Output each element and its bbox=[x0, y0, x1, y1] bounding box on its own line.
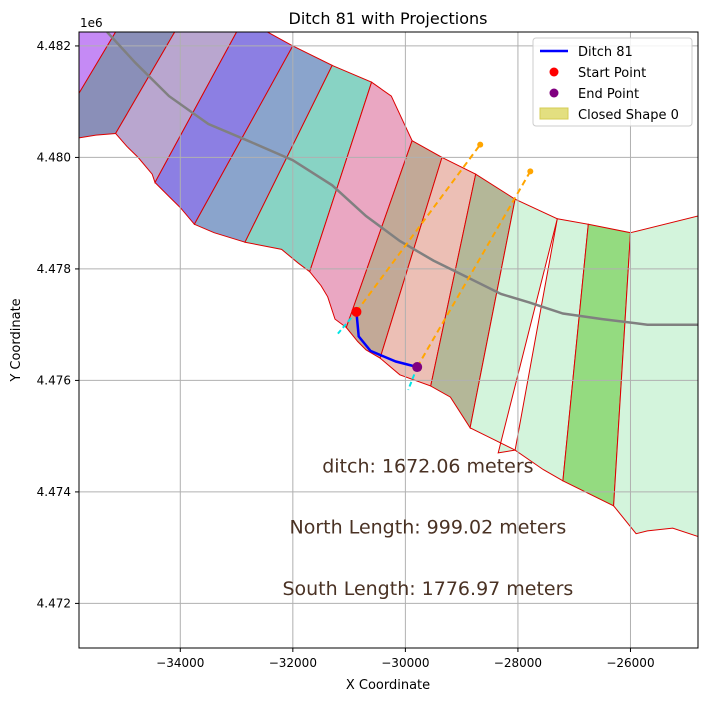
y-axis-label: Y Coordinate bbox=[9, 298, 24, 382]
legend-ditch-label: Ditch 81 bbox=[578, 45, 633, 60]
grid-layer bbox=[79, 32, 698, 648]
segment-6 bbox=[309, 81, 413, 329]
orange-projection-end-0 bbox=[477, 141, 484, 148]
x-tick-label-4: −26000 bbox=[606, 656, 654, 670]
centerline bbox=[106, 32, 698, 326]
y-tick-label-1: 4.474 bbox=[37, 485, 71, 499]
legend-shape-swatch bbox=[539, 107, 569, 120]
plot-frame bbox=[78, 31, 699, 649]
x-tick-label-0: −34000 bbox=[156, 656, 204, 670]
x-tick-label-2: −30000 bbox=[381, 656, 429, 670]
segment-13 bbox=[613, 215, 698, 538]
segment-9 bbox=[430, 173, 516, 430]
ticks-layer: −34000 −32000 −30000 −28000 −26000 4.472 4.474… bbox=[37, 39, 655, 670]
segment-11 bbox=[514, 218, 589, 482]
start-point-marker bbox=[351, 306, 362, 317]
segment-3 bbox=[154, 32, 294, 226]
y-tick-label-4: 4.480 bbox=[37, 150, 71, 164]
y-tick-label-3: 4.478 bbox=[37, 262, 71, 276]
y-tick-label-2: 4.476 bbox=[37, 373, 71, 387]
x-tick-label-3: −28000 bbox=[494, 656, 542, 670]
x-axis-label: X Coordinate bbox=[346, 678, 430, 693]
segments-layer bbox=[79, 32, 698, 538]
annotation-2: South Length: 1776.97 meters bbox=[282, 578, 573, 600]
legend-box bbox=[532, 37, 693, 127]
annotation-0: ditch: 1672.06 meters bbox=[322, 455, 533, 477]
y-offset-label: 1e6 bbox=[80, 16, 103, 30]
lines-layer bbox=[106, 32, 698, 391]
y-tick-label-5: 4.482 bbox=[37, 39, 71, 53]
legend-shape-label: Closed Shape 0 bbox=[578, 108, 679, 123]
legend: Ditch 81 Start Point End Point Closed Sh… bbox=[532, 37, 693, 127]
segment-4 bbox=[193, 45, 333, 243]
end-point-marker bbox=[412, 362, 423, 373]
legend-end-label: End Point bbox=[578, 87, 639, 102]
orange-projection-1 bbox=[416, 170, 532, 368]
legend-start-label: Start Point bbox=[578, 66, 646, 81]
annotation-1: North Length: 999.02 meters bbox=[290, 517, 567, 539]
segment-1 bbox=[79, 32, 176, 139]
x-tick-label-1: −32000 bbox=[269, 656, 317, 670]
orange-projection-0 bbox=[355, 144, 482, 313]
chart-title: Ditch 81 with Projections bbox=[289, 9, 488, 28]
legend-start-swatch bbox=[549, 67, 559, 77]
ditch-line bbox=[355, 311, 418, 369]
annotations-layer: ditch: 1672.06 meters North Length: 999.0… bbox=[282, 455, 573, 600]
y-tick-label-0: 4.472 bbox=[37, 596, 71, 610]
legend-end-swatch bbox=[549, 88, 559, 98]
orange-projection-end-1 bbox=[527, 168, 534, 175]
